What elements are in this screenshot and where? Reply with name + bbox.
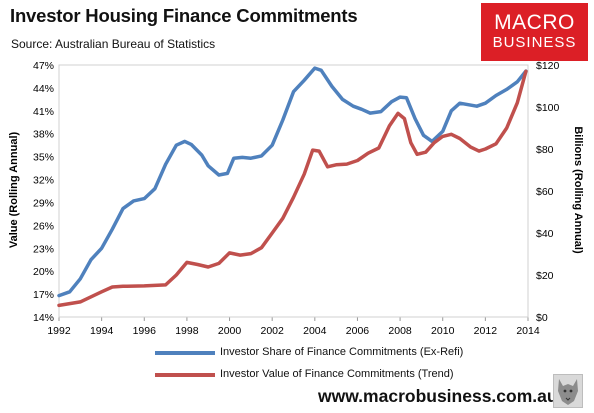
left-tick-label: 35% <box>33 152 54 164</box>
series-line-value <box>57 69 528 308</box>
left-tick-label: 29% <box>33 197 54 209</box>
left-axis-ticks: 14% 17% 20% 23% 26% 29% 32% 35% 38% 41% 44% 47% <box>33 60 54 324</box>
left-tick-label: 14% <box>33 312 54 324</box>
x-tick-label: 2012 <box>474 325 498 337</box>
right-tick-label: $60 <box>536 186 554 198</box>
left-tick-label: 44% <box>33 83 54 95</box>
left-tick-label: 23% <box>33 243 54 255</box>
right-axis-title: Billions (Rolling Annual) <box>572 126 584 254</box>
x-tick-label: 1992 <box>47 325 71 337</box>
macrobusiness-logo[interactable]: MACRO BUSINESS <box>481 3 588 61</box>
plot-area <box>58 64 529 318</box>
left-tick-label: 47% <box>33 60 54 72</box>
x-tick-label: 2008 <box>388 325 412 337</box>
legend-swatch-value <box>155 373 215 377</box>
left-tick-label: 17% <box>33 289 54 301</box>
x-tick-label: 2002 <box>261 325 285 337</box>
right-tick-label: $0 <box>536 312 548 324</box>
x-axis-ticks: 1992 1994 1996 1998 2000 2002 2004 2006 2008 2010… <box>47 317 540 337</box>
right-tick-label: $20 <box>536 270 554 282</box>
right-tick-label: $80 <box>536 144 554 156</box>
right-axis-ticks: $0 $20 $40 $60 $80 $100 $120 <box>536 60 560 324</box>
x-tick-label: 1994 <box>90 325 114 337</box>
left-tick-label: 41% <box>33 106 54 118</box>
left-tick-label: 26% <box>33 220 54 232</box>
right-tick-label: $100 <box>536 102 560 114</box>
wolf-head-icon <box>553 374 583 408</box>
right-tick-label: $40 <box>536 228 554 240</box>
chart-title: Investor Housing Finance Commitments <box>10 5 358 26</box>
x-tick-label: 2006 <box>346 325 370 337</box>
legend-swatch-share <box>155 351 215 355</box>
legend-label-value: Investor Value of Finance Commitments (T… <box>220 368 454 380</box>
left-axis-title: Value (Rolling Annual) <box>8 132 20 249</box>
logo-line2: BUSINESS <box>492 34 577 51</box>
x-tick-label: 2004 <box>303 325 327 337</box>
chart-subtitle: Source: Australian Bureau of Statistics <box>11 37 216 51</box>
left-tick-label: 20% <box>33 266 54 278</box>
x-tick-label: 2014 <box>516 325 540 337</box>
x-tick-label: 2010 <box>431 325 455 337</box>
x-tick-label: 2000 <box>218 325 242 337</box>
logo-line1: MACRO <box>494 11 575 34</box>
x-tick-label: 1998 <box>175 325 199 337</box>
left-tick-label: 32% <box>33 175 54 187</box>
series-layer <box>57 66 528 308</box>
website-link[interactable]: www.macrobusiness.com.au <box>318 386 558 406</box>
right-tick-label: $120 <box>536 60 560 72</box>
x-tick-label: 1996 <box>133 325 157 337</box>
left-tick-label: 38% <box>33 129 54 141</box>
series-line-share <box>57 66 528 298</box>
legend-label-share: Investor Share of Finance Commitments (E… <box>220 346 464 358</box>
